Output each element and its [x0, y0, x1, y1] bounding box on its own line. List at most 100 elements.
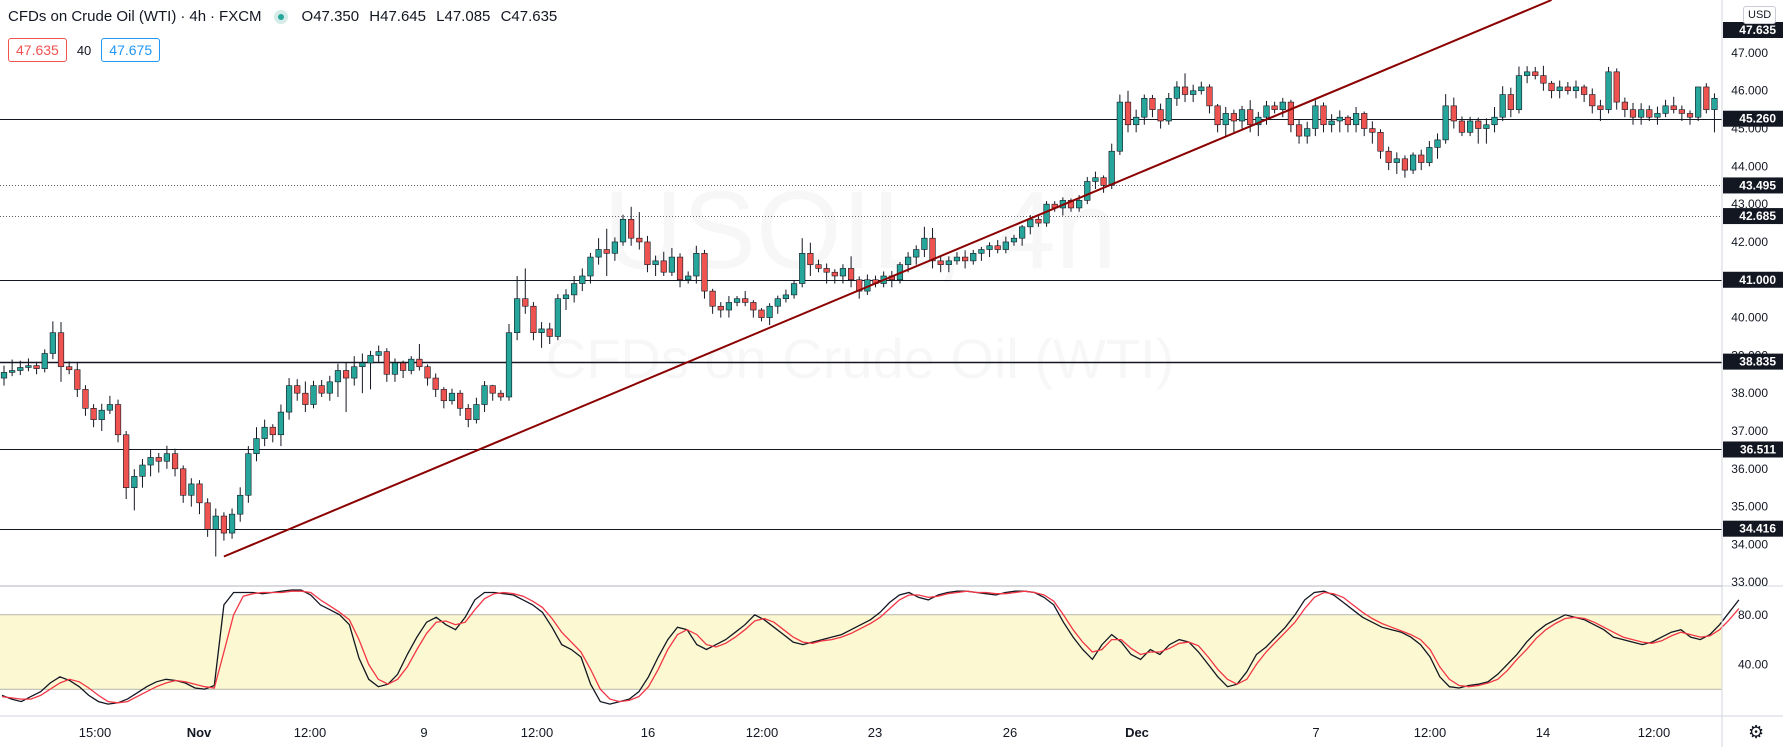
candle-body — [750, 302, 757, 311]
stochastic-band-layer — [0, 614, 1722, 690]
candle-body — [913, 249, 920, 258]
candle-body — [1524, 71, 1531, 76]
candle-body — [1108, 150, 1115, 186]
candle-body — [652, 260, 659, 265]
symbol-title[interactable]: CFDs on Crude Oil (WTI) — [8, 8, 177, 25]
price-levels-layer — [0, 119, 1722, 530]
candle-body — [1100, 177, 1107, 186]
y-tick-label: 38.000 — [1731, 386, 1768, 400]
stochastic-d-line — [1, 590, 1740, 704]
last-price-label: 47.635 — [1739, 23, 1776, 37]
candle-body — [1629, 109, 1637, 118]
watermark-name: CFDs on Crude Oil (WTI) — [546, 327, 1175, 390]
candle-body — [953, 256, 961, 262]
osc-tick-label: 40.00 — [1738, 657, 1768, 671]
candle-body — [131, 476, 138, 489]
y-tick-label: 37.000 — [1731, 424, 1768, 438]
currency-button[interactable]: USD — [1743, 6, 1777, 24]
separator: · — [180, 8, 186, 25]
candle-body — [1475, 120, 1482, 129]
candle-body — [1564, 86, 1571, 92]
candle-body — [1385, 150, 1392, 163]
trendline-layer[interactable] — [223, 0, 1552, 558]
candle-body — [1035, 218, 1042, 224]
candle-body — [579, 275, 586, 284]
candle-body — [717, 305, 724, 311]
candle-body — [1279, 101, 1286, 110]
candle-body — [1328, 120, 1335, 126]
candle-body — [628, 218, 635, 239]
candle-body — [1377, 132, 1384, 152]
candle-body — [644, 241, 651, 265]
candle-body — [0, 372, 8, 379]
exchange-label: FXCM — [219, 8, 262, 25]
open-value: O47.350 — [301, 8, 360, 25]
candle-body — [481, 385, 488, 405]
candle-body — [831, 271, 838, 277]
level-label-box — [1723, 208, 1783, 225]
spread-value: 40 — [76, 42, 92, 58]
candle-body — [1116, 101, 1123, 152]
level-label-text: 42.685 — [1739, 209, 1776, 223]
candle-body — [1043, 203, 1050, 224]
candle-body — [114, 404, 122, 436]
candle-body — [733, 298, 741, 303]
x-tick-label: 12:00 — [521, 725, 554, 740]
level-label-text: 34.416 — [1739, 522, 1776, 536]
candle-body — [383, 351, 390, 375]
candle-body — [326, 381, 333, 394]
candle-body — [180, 468, 187, 496]
candle-body — [970, 253, 977, 262]
candle-body — [709, 290, 716, 307]
sell-button[interactable]: 47.635 — [8, 38, 67, 62]
candle-body — [807, 253, 814, 265]
candle-body — [1304, 128, 1311, 137]
candle-body — [660, 260, 667, 273]
interval-label[interactable]: 4h — [189, 8, 207, 25]
candle-body — [375, 351, 382, 356]
candle-body — [1157, 109, 1164, 122]
candle-body — [962, 256, 969, 262]
x-tick-label: 14 — [1536, 725, 1550, 740]
x-tick-label: 26 — [1003, 725, 1017, 740]
candle-body — [1686, 113, 1694, 118]
candle-body — [742, 298, 749, 303]
gear-icon[interactable]: ⚙ — [1748, 722, 1765, 742]
level-label-text: 43.495 — [1739, 178, 1776, 192]
level-label-text: 45.260 — [1739, 112, 1776, 126]
candle-body — [33, 365, 40, 369]
candle-body — [668, 256, 675, 273]
y-tick-label: 43.000 — [1731, 197, 1768, 211]
x-tick-label: 12:00 — [1414, 725, 1447, 740]
level-label-box — [1723, 441, 1783, 458]
candle-body — [1076, 200, 1083, 209]
candle-body — [562, 294, 570, 299]
candle-body — [25, 365, 32, 368]
candle-body — [220, 515, 228, 534]
candle-body — [74, 369, 81, 390]
x-tick-label: 16 — [641, 725, 655, 740]
buy-button[interactable]: 47.675 — [101, 38, 161, 62]
candle-body — [522, 298, 529, 307]
candle-body — [1418, 154, 1425, 163]
candle-body — [1409, 154, 1417, 171]
candle-body — [1092, 177, 1099, 182]
candle-body — [57, 332, 65, 368]
candle-body — [945, 260, 952, 265]
candle-body — [98, 409, 105, 420]
candle-body — [1312, 105, 1319, 129]
candle-body — [400, 362, 407, 371]
candle-body — [978, 249, 985, 254]
candle-body — [228, 513, 236, 534]
candle-body — [1662, 105, 1669, 114]
candle-body — [1507, 94, 1514, 110]
x-tick-label: 12:00 — [746, 725, 779, 740]
candle-body — [139, 464, 146, 477]
last-price-box — [1723, 22, 1783, 38]
candle-body — [815, 264, 822, 269]
candle-body — [774, 298, 781, 307]
candle-body — [66, 366, 73, 371]
candle-body — [497, 392, 504, 398]
